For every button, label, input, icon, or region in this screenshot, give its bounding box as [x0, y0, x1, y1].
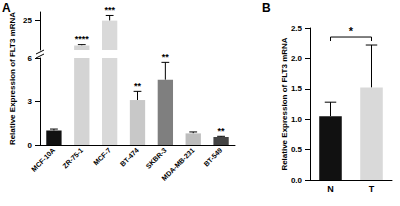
svg-text:****: **** [75, 34, 90, 44]
svg-text:**: ** [218, 126, 226, 136]
svg-text:ZR-75-1: ZR-75-1 [61, 146, 84, 169]
svg-text:T: T [369, 184, 375, 194]
svg-text:6: 6 [28, 54, 33, 63]
svg-text:1.5: 1.5 [291, 84, 303, 93]
svg-text:BT-474: BT-474 [119, 146, 140, 167]
svg-text:**: ** [134, 81, 142, 91]
svg-text:Relative Expression of FLT3 mR: Relative Expression of FLT3 mRNA [8, 12, 17, 145]
svg-text:*: * [349, 25, 354, 37]
svg-text:0.0: 0.0 [291, 176, 303, 185]
svg-text:MDA-MB-231: MDA-MB-231 [160, 146, 195, 181]
svg-text:SKBR-3: SKBR-3 [144, 146, 167, 169]
svg-text:3: 3 [28, 97, 33, 106]
svg-text:MCF-10A: MCF-10A [30, 147, 56, 173]
svg-text:2.5: 2.5 [291, 24, 303, 33]
svg-text:MCF-7: MCF-7 [92, 146, 112, 166]
svg-text:A: A [2, 1, 11, 15]
svg-text:***: *** [104, 5, 115, 15]
svg-text:25: 25 [23, 16, 32, 25]
svg-text:N: N [327, 184, 334, 194]
svg-text:B: B [262, 1, 271, 15]
svg-text:0: 0 [28, 141, 33, 150]
svg-text:BT-549: BT-549 [202, 146, 223, 167]
svg-text:**: ** [162, 52, 170, 62]
svg-text:1.0: 1.0 [291, 115, 303, 124]
svg-text:Relative Expression of FLT3 mR: Relative Expression of FLT3 mRNA [280, 37, 289, 170]
svg-text:0.5: 0.5 [291, 145, 303, 154]
svg-text:2.0: 2.0 [291, 54, 303, 63]
